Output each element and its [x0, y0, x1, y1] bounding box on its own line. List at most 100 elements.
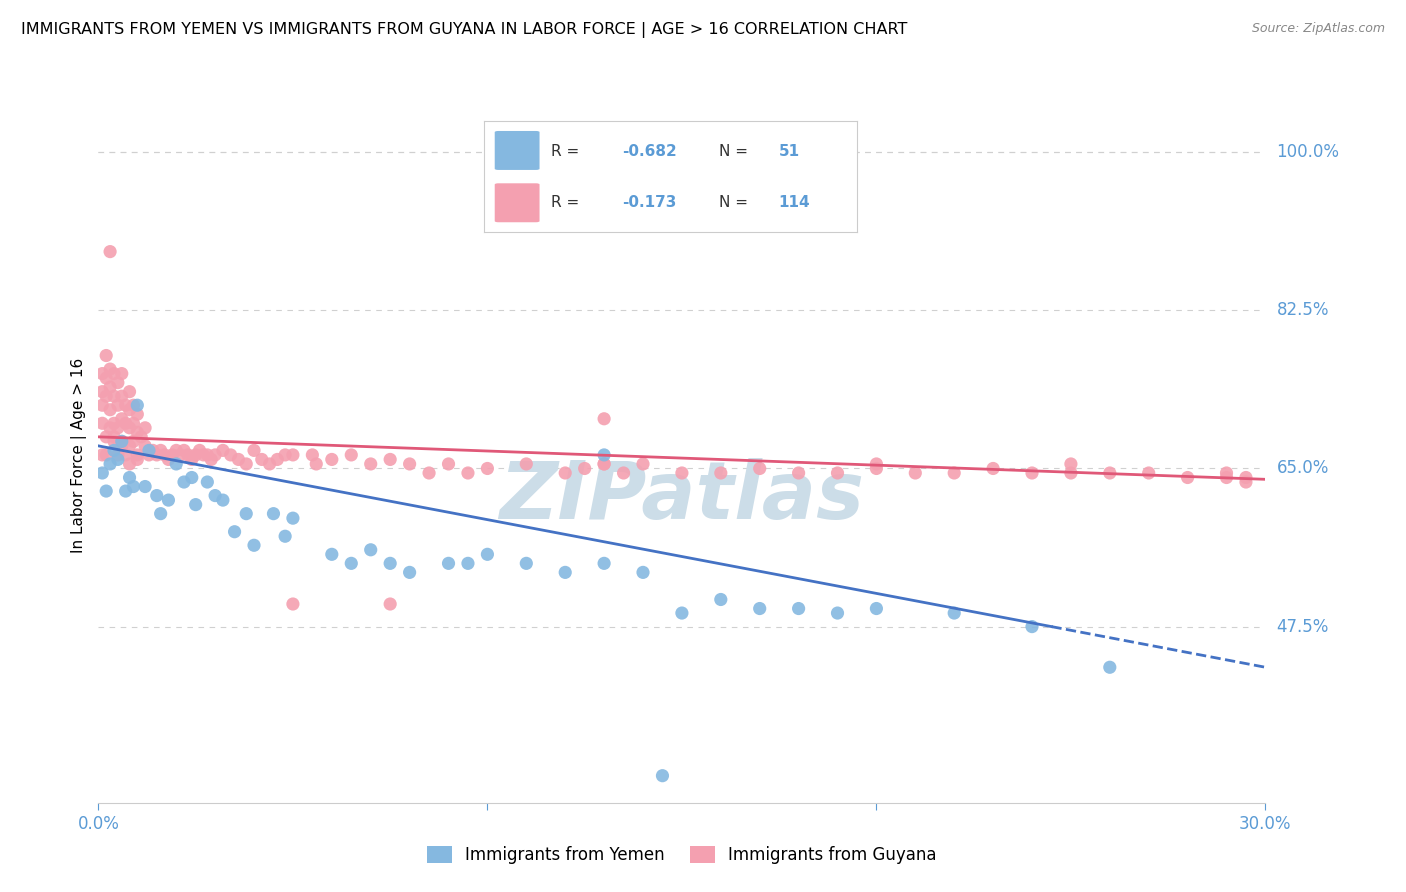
- Point: [91, 384, 114, 399]
- Point: [195, 475, 218, 489]
- Point: [103, 389, 125, 403]
- Point: [787, 466, 810, 480]
- Point: [204, 489, 226, 503]
- Point: [200, 452, 222, 467]
- Text: 47.5%: 47.5%: [1277, 617, 1329, 636]
- Point: [515, 457, 537, 471]
- Point: [1137, 466, 1160, 480]
- Point: [111, 389, 134, 403]
- Point: [418, 466, 440, 480]
- Point: [96, 389, 118, 403]
- Point: [671, 466, 693, 480]
- Point: [748, 601, 770, 615]
- Point: [378, 452, 402, 467]
- Point: [1234, 470, 1257, 484]
- Point: [103, 443, 125, 458]
- Point: [515, 557, 537, 571]
- Point: [118, 470, 141, 484]
- Point: [671, 606, 693, 620]
- Point: [122, 398, 145, 412]
- Point: [127, 425, 149, 440]
- Point: [98, 362, 121, 376]
- Point: [243, 538, 266, 552]
- Point: [787, 601, 810, 615]
- Point: [157, 452, 180, 467]
- Point: [91, 417, 114, 431]
- Point: [1215, 466, 1237, 480]
- Point: [259, 457, 281, 471]
- Point: [122, 434, 145, 449]
- Point: [631, 566, 654, 580]
- Point: [204, 448, 226, 462]
- Point: [827, 606, 849, 620]
- Legend: Immigrants from Yemen, Immigrants from Guyana: Immigrants from Yemen, Immigrants from G…: [420, 839, 943, 871]
- Point: [219, 448, 242, 462]
- Point: [1021, 466, 1043, 480]
- Point: [129, 430, 152, 444]
- Point: [127, 407, 149, 421]
- Point: [235, 507, 257, 521]
- Point: [96, 430, 118, 444]
- Point: [904, 466, 927, 480]
- Text: 100.0%: 100.0%: [1277, 144, 1340, 161]
- Point: [127, 398, 149, 412]
- Point: [134, 421, 156, 435]
- Point: [748, 461, 770, 475]
- Point: [398, 566, 420, 580]
- Point: [554, 566, 576, 580]
- Point: [107, 448, 129, 462]
- Point: [118, 457, 141, 471]
- Point: [107, 376, 129, 390]
- Point: [149, 507, 172, 521]
- Point: [437, 557, 460, 571]
- Point: [118, 421, 141, 435]
- Point: [122, 479, 145, 493]
- Point: [235, 457, 257, 471]
- Point: [98, 380, 121, 394]
- Point: [1060, 457, 1083, 471]
- Point: [554, 466, 576, 480]
- Point: [103, 434, 125, 449]
- Point: [193, 448, 215, 462]
- Point: [98, 402, 121, 417]
- Point: [134, 439, 156, 453]
- Point: [360, 457, 382, 471]
- Point: [457, 557, 479, 571]
- Point: [340, 557, 363, 571]
- Point: [103, 367, 125, 381]
- Point: [146, 448, 169, 462]
- Point: [593, 457, 616, 471]
- Point: [262, 507, 284, 521]
- Point: [281, 597, 304, 611]
- Point: [321, 547, 343, 561]
- Point: [114, 448, 136, 462]
- Point: [593, 457, 616, 471]
- Point: [981, 461, 1004, 475]
- Point: [103, 417, 125, 431]
- Point: [212, 443, 235, 458]
- Point: [477, 461, 499, 475]
- Point: [281, 448, 304, 462]
- Point: [943, 466, 966, 480]
- Point: [96, 484, 118, 499]
- Point: [173, 475, 195, 489]
- Point: [91, 448, 114, 462]
- Point: [165, 443, 187, 458]
- Point: [138, 448, 160, 462]
- Point: [118, 402, 141, 417]
- Point: [91, 466, 114, 480]
- Point: [169, 448, 191, 462]
- Point: [146, 489, 169, 503]
- Point: [122, 417, 145, 431]
- Point: [180, 452, 202, 467]
- Point: [114, 484, 136, 499]
- Point: [165, 457, 187, 471]
- Point: [149, 443, 172, 458]
- Point: [477, 547, 499, 561]
- Point: [107, 452, 129, 467]
- Point: [111, 434, 134, 449]
- Point: [134, 479, 156, 493]
- Point: [111, 439, 134, 453]
- Point: [111, 367, 134, 381]
- Point: [340, 448, 363, 462]
